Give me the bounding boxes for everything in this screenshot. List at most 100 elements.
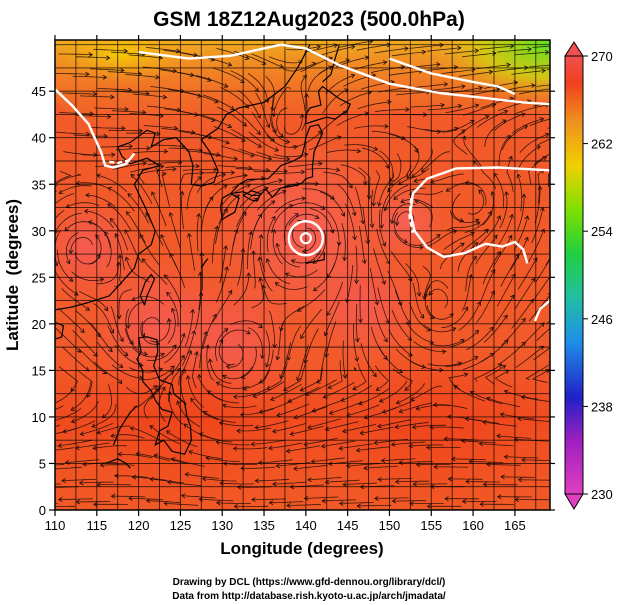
streamline — [128, 54, 163, 59]
y-tick-label: 25 — [32, 270, 46, 285]
streamline — [206, 345, 215, 381]
streamline — [201, 252, 203, 291]
streamline — [202, 478, 237, 482]
streamline — [422, 265, 431, 300]
streamline — [300, 308, 323, 339]
streamline — [91, 403, 117, 428]
streamline — [219, 422, 254, 427]
streamline — [363, 465, 398, 469]
streamline — [409, 44, 444, 49]
streamline — [188, 233, 195, 271]
streamline — [272, 423, 306, 433]
streamline — [427, 362, 462, 367]
streamline — [400, 198, 434, 208]
streamline — [431, 339, 465, 347]
streamline-arrowhead — [478, 441, 484, 447]
streamline-arrowhead — [140, 332, 146, 338]
streamline-arrowhead — [223, 83, 229, 88]
streamline — [269, 501, 304, 504]
streamline — [236, 197, 258, 228]
colorbar-top-arrow — [564, 41, 584, 57]
streamline — [143, 125, 178, 129]
streamline-arrowhead — [335, 167, 341, 173]
streamline — [496, 214, 513, 248]
streamline — [171, 458, 205, 467]
streamline — [262, 285, 287, 305]
streamline — [357, 504, 392, 507]
streamline — [381, 458, 416, 462]
streamline — [375, 109, 410, 113]
streamline — [167, 481, 202, 487]
streamline-arrowhead — [145, 212, 150, 217]
streamline-arrowhead — [166, 291, 171, 297]
streamline — [346, 265, 354, 303]
streamline-arrowhead — [49, 419, 53, 423]
streamline-arrowhead — [272, 343, 278, 349]
streamline — [199, 433, 233, 443]
streamline-arrowhead — [194, 351, 199, 356]
streamline-arrowhead — [227, 62, 233, 67]
streamline-arrowhead — [394, 424, 400, 430]
streamline-arrowhead — [251, 497, 256, 503]
streamline-arrowhead — [374, 496, 379, 501]
streamline — [339, 443, 373, 449]
streamline-arrowhead — [524, 236, 529, 242]
streamline — [223, 463, 258, 465]
streamline-arrowhead — [131, 474, 137, 480]
streamline — [326, 149, 361, 153]
streamline — [501, 125, 528, 150]
streamline — [518, 322, 545, 349]
streamline-arrowhead — [523, 65, 529, 71]
streamline — [76, 182, 110, 190]
streamline-arrowhead — [270, 106, 276, 112]
streamline — [391, 51, 426, 57]
streamline — [356, 44, 391, 51]
streamline — [58, 307, 85, 333]
streamline — [339, 91, 372, 107]
streamline-arrowhead — [270, 396, 275, 401]
streamline — [128, 497, 163, 501]
streamline — [166, 292, 179, 327]
streamline — [125, 257, 150, 283]
streamline — [107, 71, 142, 75]
streamline — [213, 126, 246, 142]
contour-line — [109, 158, 131, 165]
streamline-arrowhead — [301, 196, 306, 201]
streamline — [251, 277, 264, 309]
streamline — [494, 369, 513, 388]
streamline-arrowhead — [419, 245, 424, 250]
streamline — [377, 287, 390, 324]
streamline — [149, 425, 180, 445]
streamline-arrowhead — [486, 396, 491, 402]
y-tick-label: 20 — [32, 317, 46, 332]
streamline-arrowhead — [152, 385, 158, 390]
streamline-arrowhead — [35, 215, 39, 219]
streamline — [462, 104, 496, 116]
streamline — [248, 131, 279, 151]
streamline-arrowhead — [403, 238, 408, 244]
streamline — [537, 169, 545, 204]
streamline-arrowhead — [470, 119, 475, 125]
plot-area — [35, 40, 565, 510]
streamline-arrowhead — [138, 362, 144, 368]
streamline — [241, 347, 257, 379]
streamline-arrowhead — [233, 156, 239, 161]
streamline — [255, 420, 289, 429]
streamline — [355, 304, 359, 342]
streamline-arrowhead — [537, 185, 543, 190]
streamline-arrowhead — [541, 68, 546, 74]
streamline — [283, 213, 299, 245]
streamline — [346, 404, 380, 417]
streamline-arrowhead — [160, 352, 165, 358]
streamline-arrowhead — [373, 440, 378, 446]
streamline-arrowhead — [257, 460, 263, 466]
warm-core-region — [366, 181, 447, 262]
streamline — [216, 266, 228, 303]
streamline-arrowhead — [216, 152, 221, 157]
lat-lon-grid — [55, 40, 550, 510]
streamline-arrowhead — [561, 172, 565, 176]
streamline — [214, 174, 248, 186]
streamline — [461, 274, 472, 311]
streamline-arrowhead — [422, 295, 427, 300]
streamline-arrowhead — [82, 461, 87, 467]
